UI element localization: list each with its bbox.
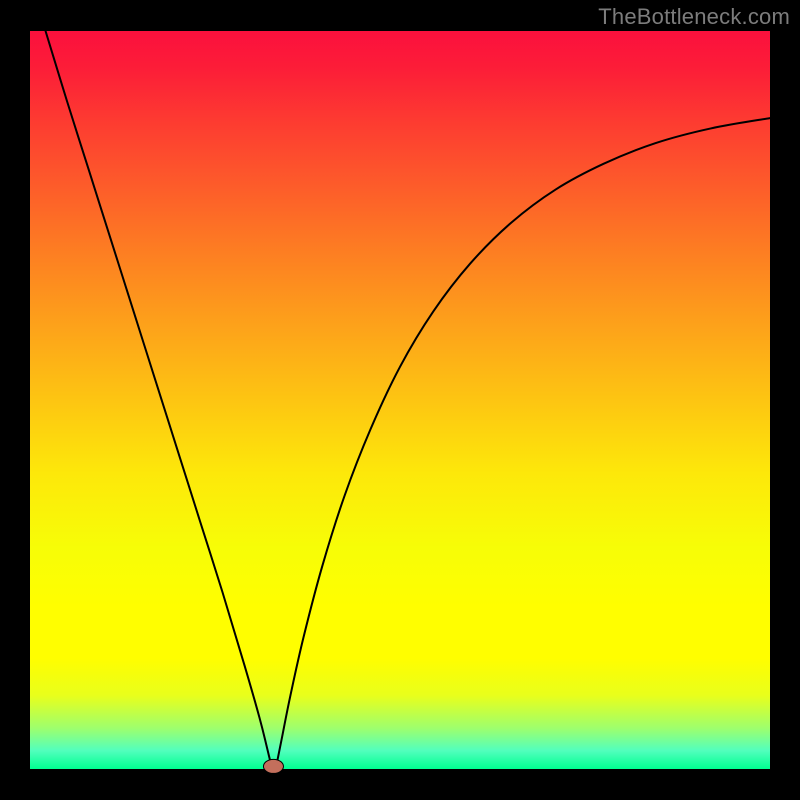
chart-container: TheBottleneck.com xyxy=(0,0,800,800)
watermark-text: TheBottleneck.com xyxy=(598,4,790,30)
bottleneck-curve-chart xyxy=(0,0,800,800)
optimal-point-marker xyxy=(263,759,283,773)
